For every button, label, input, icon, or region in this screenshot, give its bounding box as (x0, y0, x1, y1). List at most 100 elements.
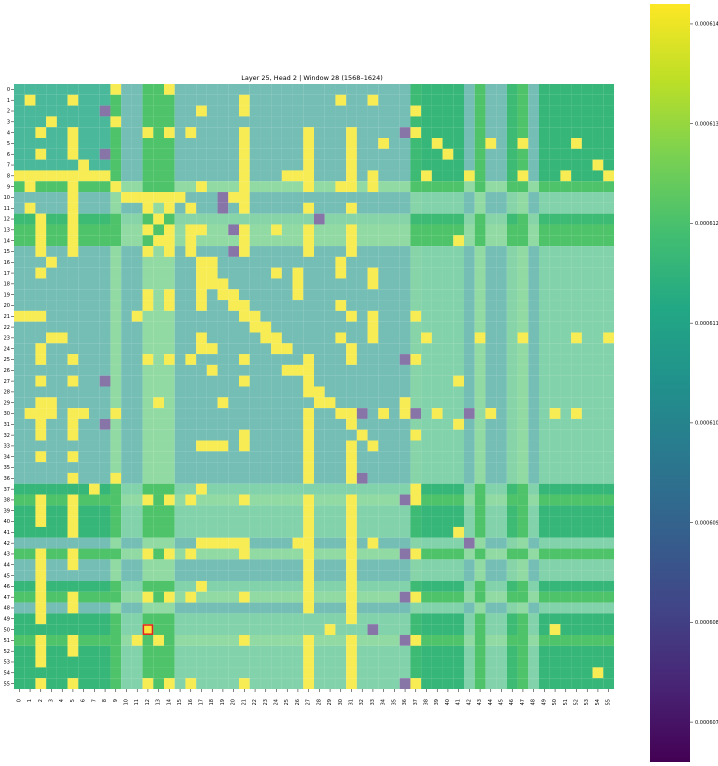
heatmap-cell (185, 213, 197, 225)
heatmap-cell (78, 84, 90, 95)
heatmap-cell (528, 386, 540, 398)
heatmap-cell (356, 159, 368, 171)
heatmap-cell (260, 537, 272, 549)
heatmap-cell (217, 624, 229, 636)
heatmap-cell (260, 127, 272, 139)
heatmap-cell (485, 645, 497, 657)
heatmap-cell (78, 548, 90, 560)
heatmap-cell (346, 580, 357, 592)
heatmap-cell (399, 429, 411, 441)
heatmap-cell (464, 289, 475, 301)
heatmap-cell (324, 235, 336, 247)
heatmap-cell (549, 645, 561, 657)
heatmap-cell (485, 138, 497, 149)
heatmap-cell (421, 278, 432, 290)
heatmap-cell (303, 537, 315, 549)
heatmap-cell (217, 116, 229, 128)
heatmap-cell (303, 678, 315, 690)
heatmap-cell (228, 516, 240, 527)
heatmap-cell (260, 321, 272, 333)
heatmap-cell (314, 246, 325, 257)
x-tick-label: 17 (199, 699, 205, 705)
heatmap-cell (292, 364, 304, 376)
heatmap-cell (399, 94, 411, 106)
heatmap-cell (174, 678, 186, 690)
heatmap-cell (174, 580, 186, 592)
heatmap-cell (464, 613, 475, 625)
heatmap-cell (464, 267, 475, 279)
heatmap-cell (474, 678, 486, 690)
heatmap-cell (164, 354, 175, 365)
heatmap-cell (89, 483, 100, 495)
heatmap-cell (571, 267, 582, 279)
heatmap-cell (506, 246, 518, 257)
heatmap-cell (581, 84, 593, 95)
heatmap-cell (78, 127, 90, 139)
heatmap-cell (46, 602, 57, 614)
heatmap-cell (56, 138, 68, 149)
heatmap-cell (164, 267, 175, 279)
heatmap-cell (46, 440, 57, 452)
heatmap-cell (78, 580, 90, 592)
heatmap-cell (421, 408, 432, 419)
heatmap-cell (131, 397, 143, 409)
heatmap-cell (228, 300, 240, 311)
heatmap-cell (35, 408, 47, 419)
heatmap-cell (153, 375, 165, 387)
heatmap-cell (464, 526, 475, 538)
heatmap-cell (592, 202, 604, 214)
heatmap-cell (356, 667, 368, 679)
heatmap-cell (389, 246, 400, 257)
x-tick-label: 53 (584, 699, 590, 705)
heatmap-cell (228, 181, 240, 193)
heatmap-cell (431, 462, 443, 473)
heatmap-cell (335, 138, 347, 149)
heatmap-cell (539, 559, 550, 571)
heatmap-cell (464, 170, 475, 182)
heatmap-cell (528, 613, 540, 625)
heatmap-cell (239, 602, 250, 614)
heatmap-cell (249, 505, 261, 517)
heatmap-cell (131, 321, 143, 333)
heatmap-cell (14, 278, 25, 290)
heatmap-cell (496, 84, 507, 95)
heatmap-cell (110, 321, 122, 333)
heatmap-cell (378, 580, 390, 592)
heatmap-cell (185, 148, 197, 160)
heatmap-cell (335, 116, 347, 128)
heatmap-cell (528, 516, 540, 527)
y-tick-label: 27 (4, 379, 10, 385)
heatmap-cell (24, 127, 36, 139)
heatmap-cell (389, 300, 400, 311)
heatmap-cell (560, 105, 572, 117)
heatmap-cell (271, 483, 282, 495)
heatmap-cell (228, 634, 240, 646)
heatmap-cell (335, 181, 347, 193)
heatmap-cell (249, 105, 261, 117)
heatmap-cell (99, 656, 111, 668)
heatmap-cell (174, 494, 186, 506)
heatmap-cell (206, 440, 218, 452)
heatmap-cell (174, 181, 186, 193)
heatmap-cell (378, 386, 390, 398)
heatmap-cell (142, 656, 154, 668)
heatmap-cell (453, 202, 465, 214)
heatmap-cell (217, 397, 229, 409)
heatmap-cell (249, 181, 261, 193)
heatmap-cell (153, 397, 165, 409)
heatmap-cell (367, 170, 379, 182)
heatmap-cell (185, 192, 197, 203)
heatmap-cell (24, 321, 36, 333)
heatmap-cell (303, 148, 315, 160)
x-tick-label: 28 (316, 699, 322, 705)
heatmap-cell (474, 570, 486, 581)
heatmap-cell (314, 256, 325, 268)
heatmap-cell (474, 559, 486, 571)
heatmap-cell (78, 170, 90, 182)
heatmap-cell (164, 634, 175, 646)
heatmap-cell (153, 138, 165, 149)
heatmap-cell (35, 170, 47, 182)
heatmap-cell (571, 343, 582, 355)
heatmap-cell (303, 451, 315, 463)
heatmap-cell (174, 138, 186, 149)
